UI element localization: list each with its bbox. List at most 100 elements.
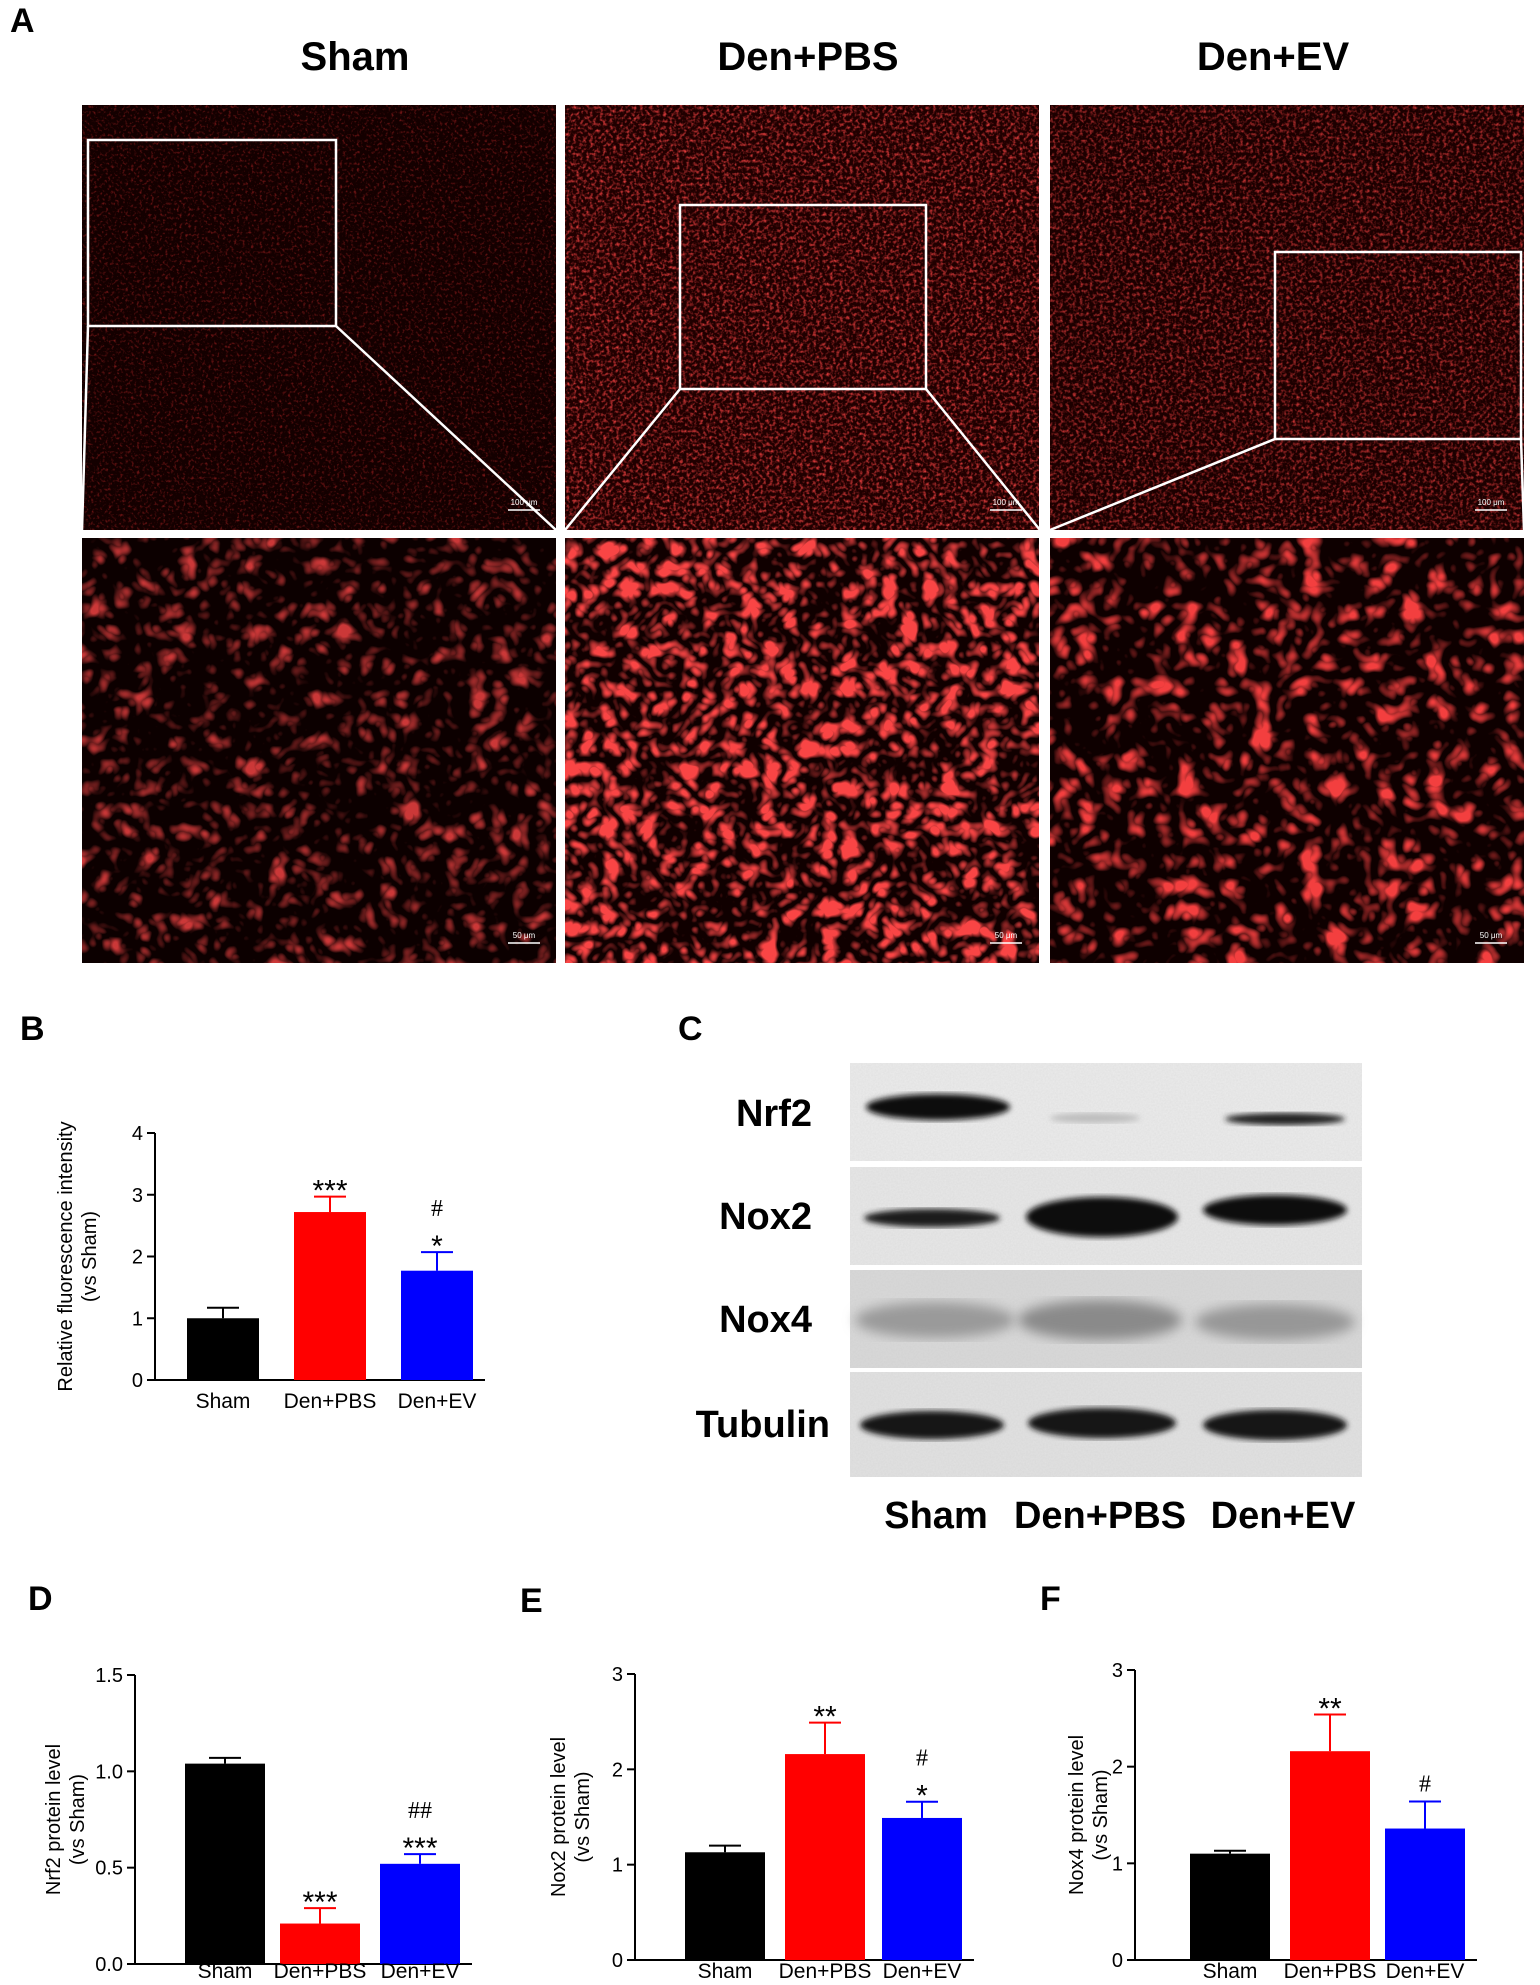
y-tick-label: 1 [1112,1853,1123,1875]
y-tick-label: 2 [1112,1757,1123,1779]
significance-mark: *** [302,1886,337,1919]
bar-den-pbs [294,1212,366,1380]
blot-label-nox4: Nox4 [719,1299,812,1341]
y-tick-label: 0.0 [95,1954,123,1976]
chart-d: 0.0 0.5 1.0 1.5 Nrf2 protein level (vs Sham) S… [43,1665,472,1983]
blot-label-nox2: Nox2 [719,1196,812,1238]
y-axis-title: Nox2 protein level [548,1737,570,1897]
y-axis-title: Relative fluorescence intensity [55,1121,77,1391]
significance-mark: # [916,1746,928,1772]
group-title-den-ev: Den+EV [1197,35,1350,79]
micrograph-sham-high [82,538,556,963]
bar-sham [185,1763,265,1964]
micrograph-den-ev-high [1050,538,1524,963]
bar-den-pbs [1290,1751,1370,1960]
y-tick-label: 0 [612,1950,623,1972]
chart-b: 0 1 2 3 4 Relative fluorescence intensity (vs … [55,1121,485,1413]
bar-sham [187,1318,259,1380]
significance-mark: # [1419,1771,1431,1797]
category-label-den-ev: Den+EV [1386,1960,1465,1983]
significance-mark: * [431,1230,443,1263]
y-tick-label: 1 [612,1855,623,1877]
blot-label-tubulin: Tubulin [696,1404,830,1446]
svg-text:50 μm: 50 μm [995,931,1018,940]
chart-f: 0 1 2 3 Nox4 protein level (vs Sham) Sham Den+P… [1066,1660,1477,1983]
category-label-den-pbs: Den+PBS [274,1960,367,1983]
y-axis-title: Nrf2 protein level [43,1744,65,1895]
y-tick-label: 1.0 [95,1761,123,1783]
blot-label-nrf2: Nrf2 [736,1093,812,1135]
blot-strip-nox2 [850,1167,1362,1265]
category-label-sham: Sham [196,1390,251,1413]
bar-sham [1190,1853,1270,1960]
micrograph-grid: 100 μm 100 μm 100 μm 50 μm 50 μm 50 μm [80,105,1526,963]
scale-bar-sham-high: 50 μm [508,931,540,944]
panel-letter-c: C [678,1010,703,1048]
micrograph-sham-low [82,105,556,530]
y-tick-label: 0.5 [95,1858,123,1880]
bar-den-ev [1385,1828,1465,1960]
inset-box-den-pbs [564,203,1041,531]
blot-strip-nrf2 [850,1063,1362,1161]
y-tick-label: 2 [612,1759,623,1781]
inset-box-den-ev [1049,250,1526,532]
scale-bar-den-ev-high: 50 μm [1475,931,1507,944]
y-tick-label: 3 [612,1664,623,1686]
y-tick-label: 0 [1112,1950,1123,1972]
y-tick-label: 2 [132,1247,143,1269]
significance-mark: # [431,1196,443,1222]
lane-label-den-ev: Den+EV [1211,1495,1356,1537]
svg-text:100 μm: 100 μm [511,498,538,507]
bar-den-ev [882,1817,962,1960]
category-label-sham: Sham [198,1960,253,1983]
panel-letter-f: F [1040,1580,1061,1618]
scale-bar-den-ev-low: 100 μm [1475,498,1507,511]
micrograph-den-ev-low [1050,105,1524,530]
scale-bar-sham-low: 100 μm [508,498,540,511]
panel-letter-e: E [520,1582,543,1620]
significance-mark: *** [312,1175,347,1208]
chart-e: 0 1 2 3 Nox2 protein level (vs Sham) Sham Den+P… [548,1664,974,1983]
category-label-den-pbs: Den+PBS [779,1960,872,1983]
significance-mark: ** [813,1701,837,1734]
y-axis-title: (vs Sham) [572,1771,594,1862]
significance-mark: ** [1318,1692,1342,1725]
bar-den-pbs [280,1923,360,1964]
scale-bar-den-pbs-high: 50 μm [990,931,1022,944]
y-tick-label: 3 [1112,1660,1123,1682]
significance-mark: *** [402,1832,437,1865]
group-title-den-pbs: Den+PBS [717,35,898,79]
bar-den-ev [401,1270,473,1380]
y-axis-title: (vs Sham) [67,1774,89,1865]
western-blot: Nrf2 Nox2 Nox4 Tubulin Sham Den+PBS Den+… [696,1063,1362,1537]
scale-bar-den-pbs-low: 100 μm [990,498,1022,511]
svg-text:50 μm: 50 μm [513,931,536,940]
y-tick-label: 1 [132,1308,143,1330]
inset-box-sham [80,138,557,531]
micrograph-den-pbs-high [565,538,1039,963]
panel-letter-b: B [20,1010,45,1048]
micrograph-den-pbs-low [565,105,1039,530]
category-label-sham: Sham [1203,1960,1258,1983]
y-axis-title: Nox4 protein level [1066,1735,1088,1895]
bar-sham [685,1852,765,1960]
significance-mark: ## [408,1798,432,1824]
panel-letter-a: A [10,2,35,40]
lane-label-sham: Sham [884,1495,987,1537]
category-label-den-ev: Den+EV [398,1390,477,1413]
category-label-den-ev: Den+EV [381,1960,460,1983]
blot-strip-tubulin [850,1372,1362,1477]
group-title-sham: Sham [301,35,410,79]
category-label-den-pbs: Den+PBS [1284,1960,1377,1983]
blot-strip-nox4 [850,1270,1362,1368]
bar-den-pbs [785,1754,865,1960]
y-axis-title: (vs Sham) [1090,1769,1112,1860]
svg-text:100 μm: 100 μm [1478,498,1505,507]
category-label-den-pbs: Den+PBS [284,1390,377,1413]
y-tick-label: 1.5 [95,1665,123,1687]
bar-den-ev [380,1863,460,1964]
svg-text:100 μm: 100 μm [993,498,1020,507]
lane-label-den-pbs: Den+PBS [1014,1495,1186,1537]
y-tick-label: 4 [132,1123,143,1145]
